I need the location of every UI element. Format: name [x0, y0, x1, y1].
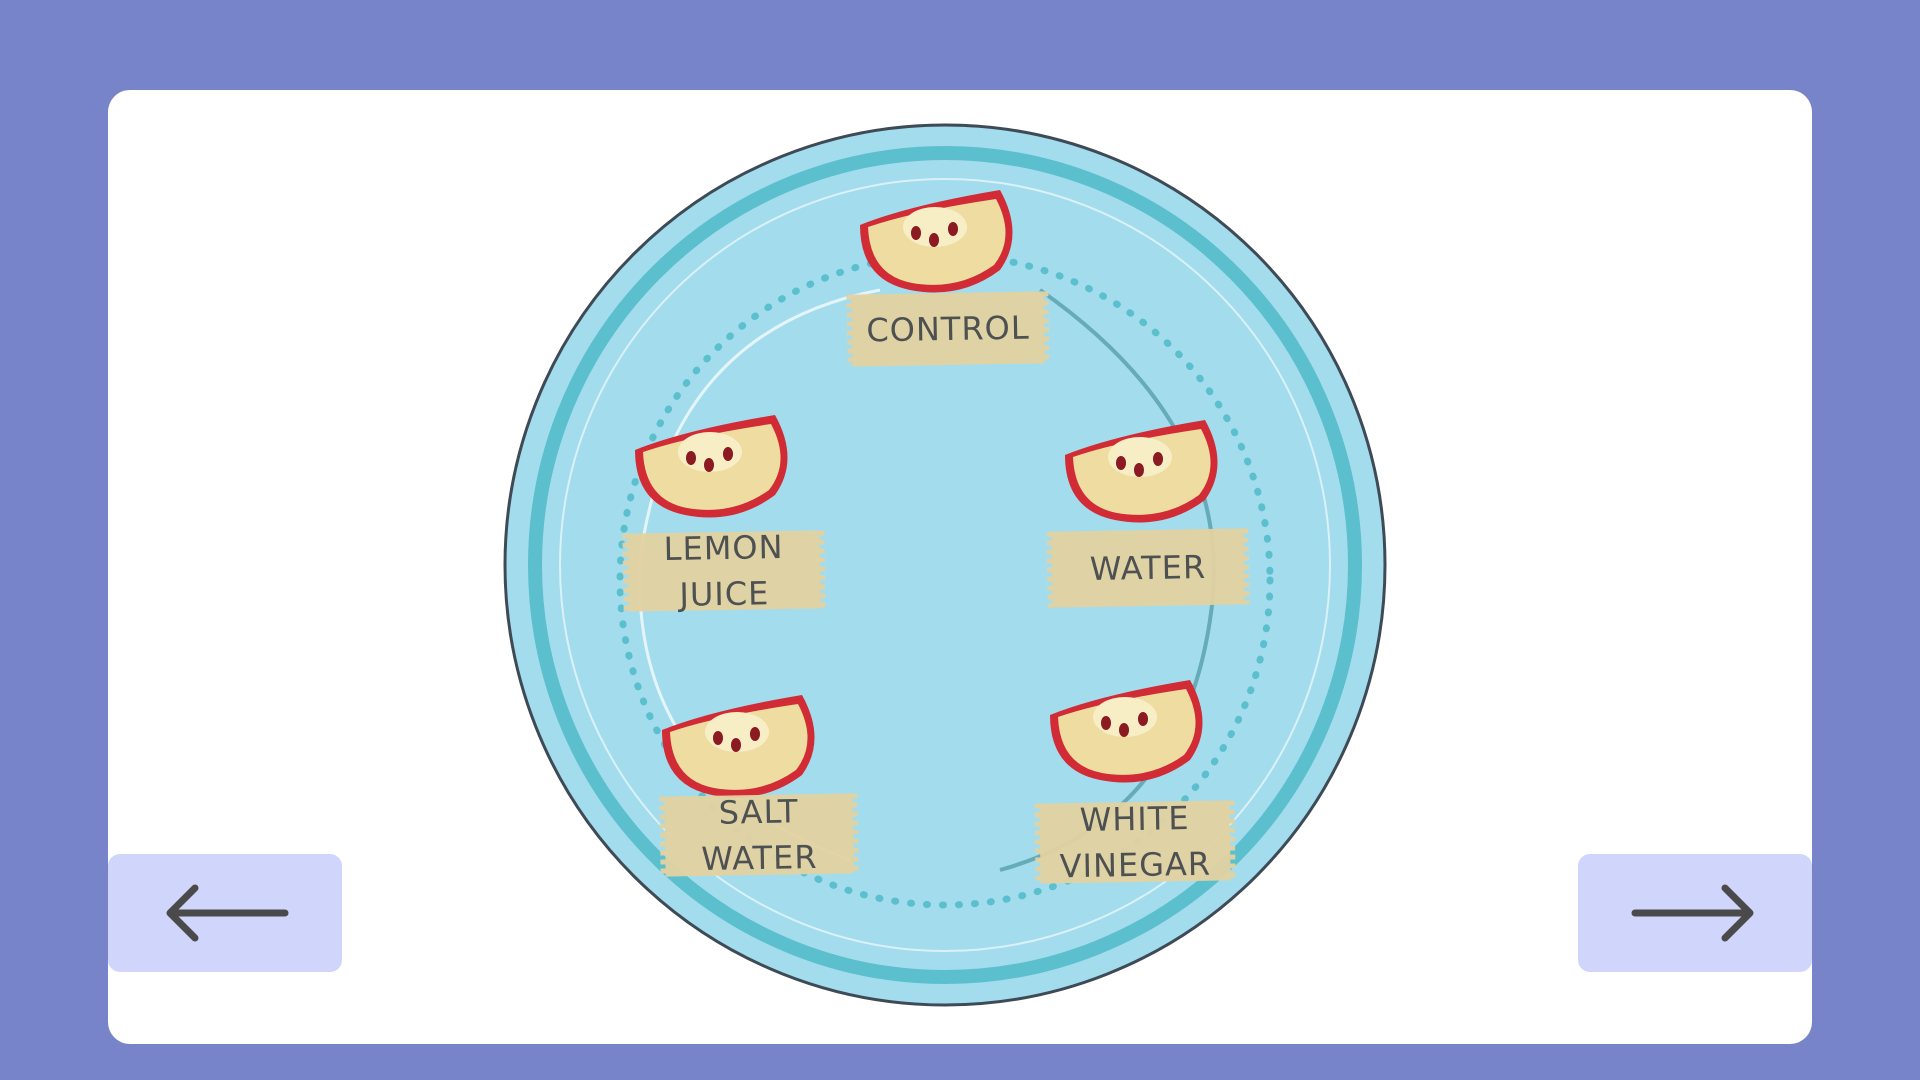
label-control: CONTROL	[851, 291, 1045, 367]
label-water: WATER	[1051, 528, 1245, 608]
arrow-left-icon	[166, 884, 289, 942]
label-white-vinegar: WHITE VINEGAR	[1039, 799, 1231, 885]
label-salt-water: SALT WATER	[664, 792, 854, 878]
label-lemon-juice: LEMON JUICE	[627, 528, 821, 614]
arrow-right-icon	[1631, 884, 1754, 942]
previous-slide-button[interactable]	[108, 854, 342, 972]
next-slide-button[interactable]	[1578, 854, 1812, 972]
plate-rim	[528, 146, 1362, 984]
plate-dotted-ring	[616, 251, 1274, 909]
